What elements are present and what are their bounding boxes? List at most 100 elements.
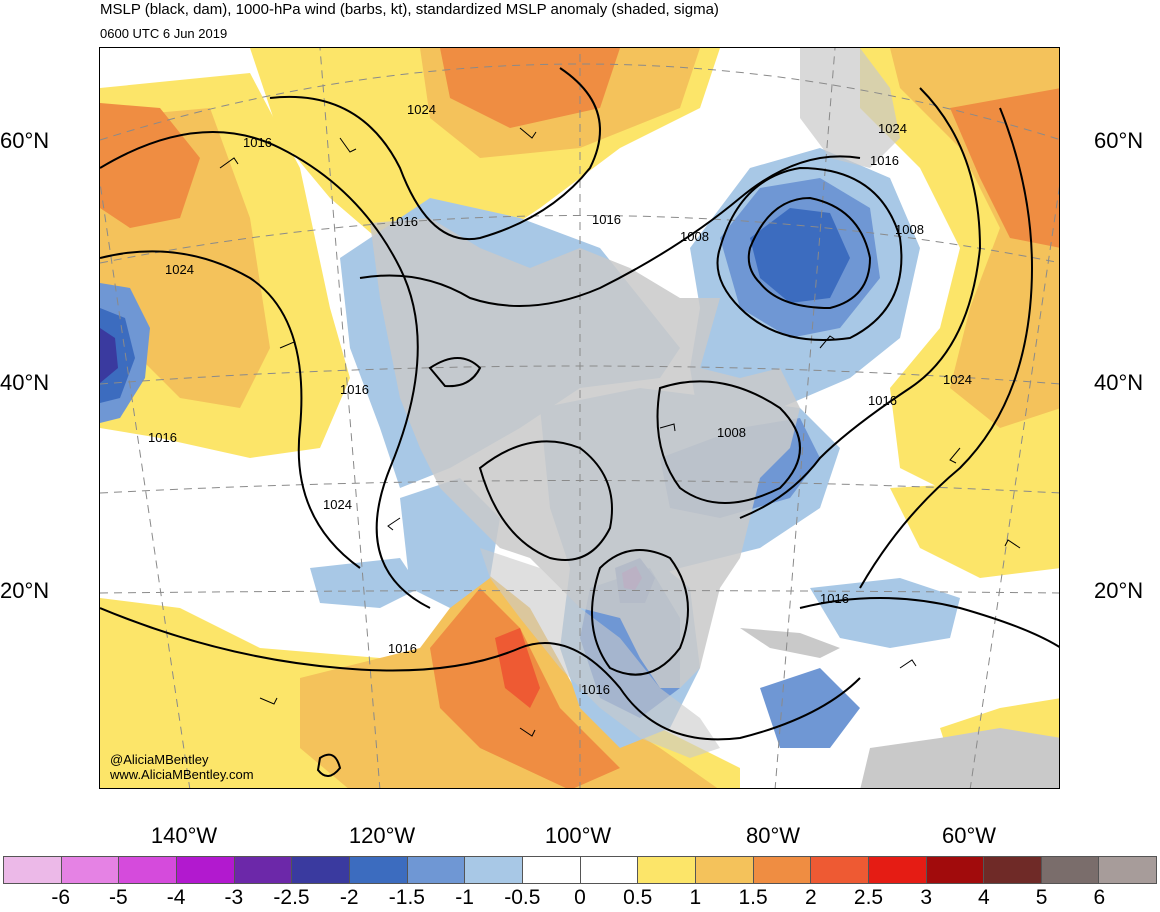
lat-label-20n-left: 20°N	[0, 578, 50, 603]
isobar-label: 1016	[389, 214, 418, 229]
subtropical-low-shading	[310, 558, 420, 608]
colorbar-tick-label: 0.5	[623, 886, 653, 909]
isobar	[100, 250, 361, 569]
colorbar-swatch	[638, 857, 696, 883]
colorbar-tick-label: -1	[455, 886, 474, 909]
isobar	[359, 155, 861, 307]
alaska-high-max	[440, 48, 620, 128]
colorbar	[3, 856, 1157, 884]
isobar	[591, 549, 689, 676]
colorbar-tick-label: 6	[1093, 886, 1106, 909]
wind-barbs	[219, 127, 1021, 737]
isobar-label: 1016	[243, 135, 272, 150]
colorbar-swatch	[292, 857, 350, 883]
map-panel: 1024 1016 1016 1024 1016 1016 1008 1008 …	[99, 47, 1060, 789]
colorbar-tick-label: 2	[804, 886, 817, 909]
isobar-label: 1024	[943, 372, 972, 387]
colorbar-tick-label: 0	[574, 886, 586, 909]
wind-barb	[279, 341, 297, 350]
colorbar-tick-label: -4	[166, 886, 186, 909]
lon-label-80w: 80°W	[745, 823, 801, 848]
lon-label-120w: 120°W	[348, 823, 416, 848]
colorbar-swatch	[1041, 857, 1100, 883]
colorbar-tick-label: -2.5	[273, 886, 310, 909]
isobar-label: 1024	[165, 262, 194, 277]
colorbar-swatch	[465, 857, 523, 883]
lat-label-20n-right: 20°N	[1094, 578, 1144, 603]
wind-barb	[219, 157, 239, 169]
lat-label-40n-right: 40°N	[1094, 370, 1144, 395]
isobar-label: 1016	[148, 430, 177, 445]
colorbar-tick-label: 1	[689, 886, 702, 909]
isobar	[747, 196, 872, 310]
isobar-label: 1008	[717, 425, 746, 440]
lon-label-60w: 60°W	[941, 823, 997, 848]
colorbar-tick-label: 4	[978, 886, 990, 909]
isobar	[478, 440, 613, 561]
lat-line-60	[100, 63, 1059, 141]
isobar	[269, 67, 601, 241]
colorbar-swatch	[926, 857, 985, 883]
weather-map: 1024 1016 1016 1024 1016 1016 1008 1008 …	[100, 48, 1059, 788]
colorbar-tick-label: -6	[51, 886, 71, 909]
western-atlantic-low-shading	[810, 578, 960, 648]
colorbar-tick-label: -3	[224, 886, 244, 909]
isobar-label: 1008	[680, 229, 709, 244]
colorbar-tick-label: -2	[339, 886, 359, 909]
isobar-label: 1016	[581, 682, 610, 697]
lat-label-60n-left: 60°N	[0, 128, 50, 153]
lon-label-100w: 100°W	[544, 823, 612, 848]
pacific-low-peak	[100, 328, 118, 383]
colorbar-swatch	[695, 857, 754, 883]
hudson-bay-low-core	[750, 208, 850, 303]
isobar-label: 1024	[407, 102, 436, 117]
colorbar-swatch	[984, 857, 1042, 883]
isobar-label: 1016	[340, 382, 369, 397]
wind-barb	[387, 517, 401, 531]
colorbar-tick-label: -0.5	[504, 886, 541, 909]
colorbar-tick-label: -1.5	[388, 886, 425, 909]
isobar-label: 1016	[868, 393, 897, 408]
isobar-label: 1016	[820, 591, 849, 606]
colorbar-swatch	[1099, 857, 1157, 883]
isobar	[100, 607, 861, 741]
lat-label-40n-left: 40°N	[0, 370, 50, 395]
isobar	[716, 166, 903, 341]
colorbar-swatch	[522, 857, 581, 883]
colorbar-swatch	[407, 857, 466, 883]
isobar-label: 1024	[323, 497, 352, 512]
isobar	[100, 131, 431, 609]
valid-time: 0600 UTC 6 Jun 2019	[100, 26, 228, 41]
credit-website: www.AliciaMBentley.com	[110, 767, 254, 782]
isobar	[739, 87, 982, 519]
colorbar-swatch	[349, 857, 408, 883]
wind-barb	[659, 423, 676, 432]
wind-barb	[259, 697, 278, 705]
mexico-high-peak	[495, 628, 540, 708]
isobar-label-layer: 1024 1016 1016 1024 1016 1016 1008 1008 …	[148, 102, 972, 697]
south-america-land	[860, 728, 1059, 788]
colorbar-swatch	[753, 857, 812, 883]
pacific-low-core	[100, 308, 135, 403]
isobar	[799, 597, 1059, 648]
colorbar-tick-label: 5	[1035, 886, 1048, 909]
wind-barb	[899, 659, 917, 669]
positive-anomaly-shading	[100, 48, 1059, 788]
colorbar-swatch	[4, 857, 62, 883]
atlantic-high-shading	[890, 478, 1059, 578]
cuba-land	[740, 628, 840, 658]
wind-barb	[949, 447, 961, 464]
colorbar-tick-label: -5	[109, 886, 128, 909]
isobars	[100, 67, 1059, 777]
isobar-label: 1016	[592, 212, 621, 227]
colorbar-tick-label: 3	[920, 886, 933, 909]
wind-barb	[339, 137, 357, 153]
north-pacific-high-max	[100, 103, 200, 228]
wind-barb	[1004, 539, 1021, 549]
central-america-low-shading	[760, 668, 860, 748]
isobar	[428, 357, 482, 388]
graticule	[100, 48, 1059, 788]
lon-label-140w: 140°W	[150, 823, 218, 848]
colorbar-swatch	[61, 857, 120, 883]
lat-label-60n-right: 60°N	[1094, 128, 1144, 153]
